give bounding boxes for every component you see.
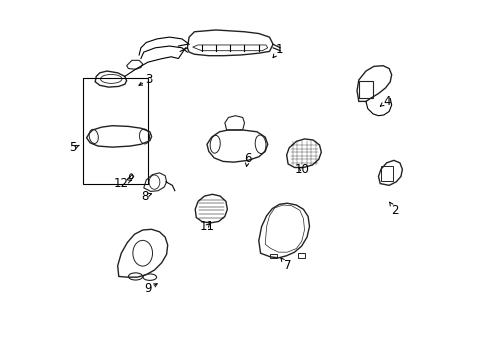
Text: 3: 3 [139,73,152,86]
Text: 11: 11 [199,220,214,233]
Text: 9: 9 [144,283,157,296]
Text: 2: 2 [389,202,398,217]
Text: 1: 1 [272,43,283,58]
Text: 8: 8 [141,190,151,203]
Text: 5: 5 [69,141,79,154]
Text: 10: 10 [294,163,308,176]
Bar [83,78,148,184]
Text: 12: 12 [114,177,131,190]
Text: 6: 6 [244,152,251,166]
Text: 4: 4 [380,95,389,108]
Text: 7: 7 [280,258,290,272]
